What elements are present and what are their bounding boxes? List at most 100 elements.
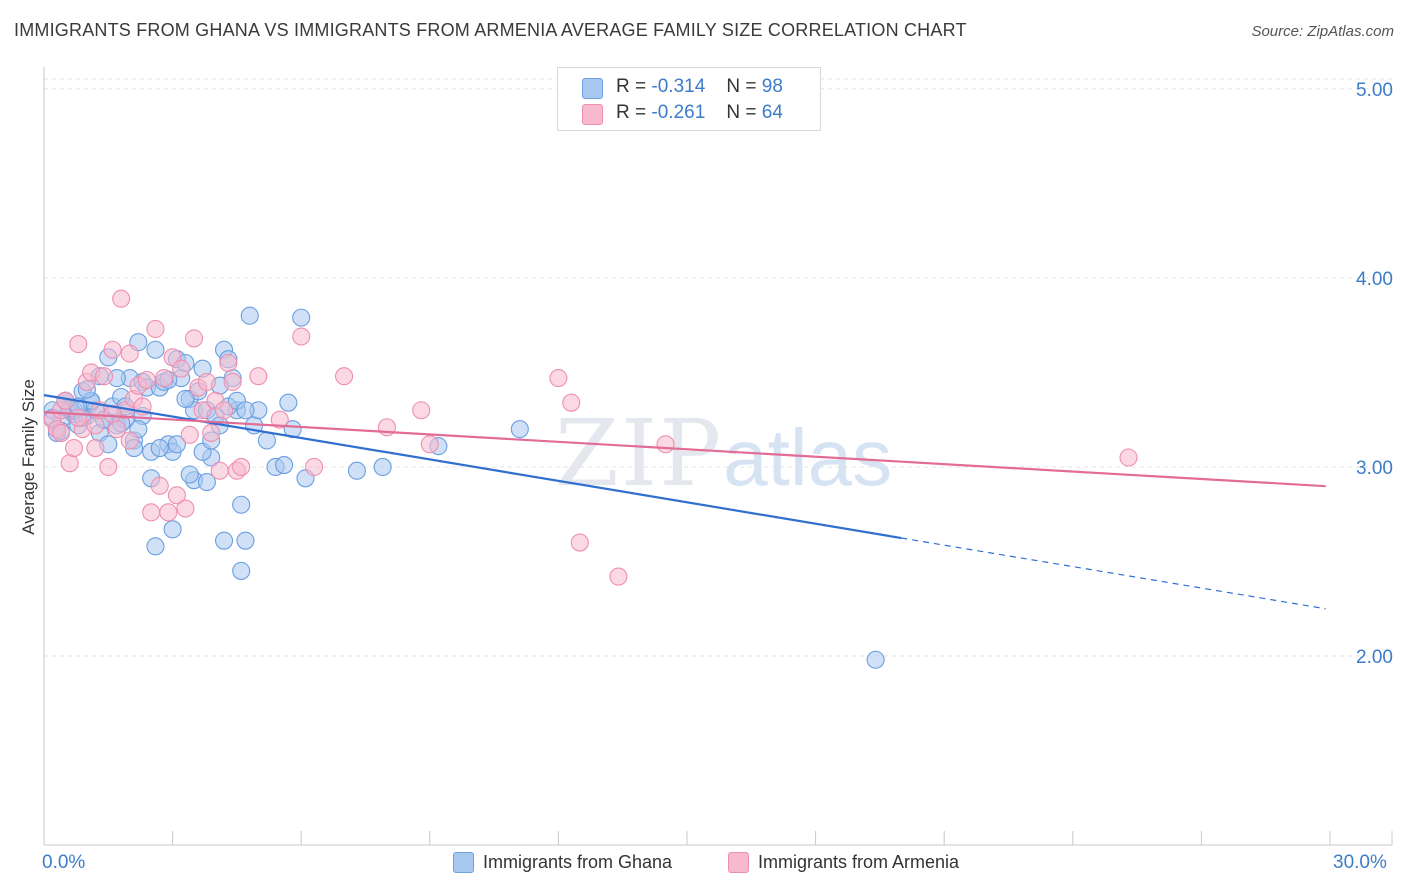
armenia-point bbox=[159, 503, 178, 522]
ghana-point bbox=[240, 306, 259, 325]
armenia-point bbox=[167, 486, 186, 505]
armenia-point bbox=[52, 423, 71, 442]
r-label: R = bbox=[616, 102, 647, 123]
armenia-point bbox=[562, 393, 581, 412]
ghana-point bbox=[236, 531, 255, 550]
armenia-point bbox=[219, 353, 238, 373]
armenia-point bbox=[193, 401, 212, 420]
armenia-point bbox=[305, 457, 324, 477]
armenia-point bbox=[214, 401, 234, 420]
y-tick-label: 4.00 bbox=[1356, 269, 1393, 290]
watermark-zip: ZIP bbox=[555, 400, 724, 507]
armenia-point bbox=[1119, 448, 1138, 467]
ghana-point bbox=[347, 461, 366, 480]
armenia-point bbox=[112, 289, 131, 308]
ghana-point bbox=[146, 537, 165, 556]
ghana-point bbox=[275, 456, 294, 475]
armenia-point bbox=[120, 344, 139, 363]
ghana-point bbox=[510, 420, 529, 439]
armenia-point bbox=[609, 567, 628, 586]
armenia-point bbox=[86, 438, 105, 458]
armenia-point bbox=[184, 329, 204, 348]
ghana-n-value: 98 bbox=[761, 76, 783, 97]
armenia-point bbox=[69, 335, 88, 354]
armenia-point bbox=[223, 372, 242, 391]
ghana-swatch bbox=[582, 78, 603, 99]
ghana-point bbox=[146, 340, 165, 359]
armenia-point bbox=[420, 435, 439, 454]
ghana-point bbox=[279, 393, 298, 412]
ghana-point bbox=[176, 389, 195, 408]
armenia-point bbox=[154, 369, 174, 388]
ghana-point bbox=[292, 308, 311, 327]
ghana-point bbox=[236, 401, 255, 420]
armenia-point bbox=[570, 533, 589, 552]
armenia-point bbox=[549, 369, 568, 388]
armenia-point bbox=[146, 319, 165, 339]
ghana-point bbox=[257, 431, 276, 450]
armenia-point bbox=[292, 327, 311, 346]
legend-swatch-armenia bbox=[728, 852, 749, 873]
armenia-point bbox=[180, 425, 199, 444]
y-tick-label: 2.00 bbox=[1356, 647, 1393, 668]
n-label: N = bbox=[726, 102, 757, 123]
armenia-point bbox=[197, 372, 216, 391]
stats-legend: R = -0.314 N = 98 R = -0.261 N = 64 bbox=[557, 67, 821, 131]
armenia-point bbox=[210, 461, 229, 480]
armenia-point bbox=[232, 457, 251, 477]
watermark: ZIPatlas bbox=[555, 400, 892, 507]
r-label: R = bbox=[616, 76, 647, 97]
armenia-point bbox=[103, 340, 122, 359]
armenia-point bbox=[176, 499, 195, 518]
ghana-point bbox=[167, 435, 186, 454]
armenia-point bbox=[142, 503, 161, 522]
ghana-point bbox=[866, 650, 885, 669]
armenia-trend-line bbox=[43, 411, 1326, 488]
ghana-point bbox=[197, 473, 216, 492]
ghana-trend-line bbox=[43, 394, 902, 540]
armenia-point bbox=[120, 431, 139, 450]
armenia-point bbox=[172, 359, 191, 378]
armenia-point bbox=[60, 454, 79, 473]
chart-title: IMMIGRANTS FROM GHANA VS IMMIGRANTS FROM… bbox=[14, 20, 967, 40]
ghana-point bbox=[232, 561, 251, 580]
x-tick-label-min: 0.0% bbox=[42, 852, 86, 873]
armenia-point bbox=[137, 370, 156, 390]
armenia-point bbox=[270, 410, 289, 429]
ghana-point bbox=[232, 495, 251, 514]
ghana-point bbox=[180, 465, 199, 484]
armenia-point bbox=[150, 476, 169, 495]
legend-label-ghana: Immigrants from Ghana bbox=[483, 852, 673, 872]
armenia-point bbox=[64, 438, 84, 458]
y-tick-label: 5.00 bbox=[1356, 80, 1393, 101]
armenia-point bbox=[69, 408, 88, 427]
armenia-point bbox=[335, 367, 354, 386]
armenia-n-value: 64 bbox=[761, 102, 783, 123]
chart-source: Source: ZipAtlas.com bbox=[1251, 23, 1394, 40]
armenia-point bbox=[86, 416, 105, 435]
ghana-trend-line-extension bbox=[901, 537, 1326, 610]
data-points bbox=[43, 289, 1138, 669]
y-axis-label: Average Family Size bbox=[19, 379, 38, 535]
y-tick-label: 3.00 bbox=[1356, 458, 1393, 479]
ghana-point bbox=[214, 531, 234, 550]
ghana-point bbox=[373, 457, 392, 477]
legend-label-armenia: Immigrants from Armenia bbox=[758, 852, 960, 872]
armenia-point bbox=[202, 423, 221, 442]
y-tick-labels: 2.00 3.00 4.00 5.00 bbox=[1356, 80, 1393, 668]
watermark-atlas: atlas bbox=[723, 413, 893, 502]
legend-swatch-ghana bbox=[453, 852, 474, 873]
trend-lines bbox=[43, 394, 1326, 610]
ghana-r-value: -0.314 bbox=[651, 76, 706, 97]
armenia-point bbox=[99, 457, 118, 477]
armenia-point bbox=[656, 435, 675, 454]
armenia-point bbox=[94, 367, 114, 386]
armenia-r-value: -0.261 bbox=[651, 102, 706, 123]
armenia-stats: R = -0.261 N = 64 bbox=[616, 102, 783, 124]
x-tick-label-max: 30.0% bbox=[1333, 852, 1387, 873]
armenia-swatch bbox=[582, 104, 603, 125]
armenia-point bbox=[412, 401, 431, 420]
axes bbox=[43, 67, 1393, 846]
armenia-point bbox=[249, 367, 268, 386]
